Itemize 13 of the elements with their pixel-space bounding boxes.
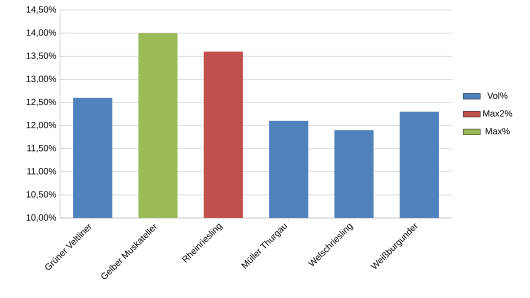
legend-label: Vol% <box>487 92 508 99</box>
y-tick-label: 13,50% <box>26 52 56 60</box>
y-tick-label: 12,00% <box>26 122 56 130</box>
y-tick-label: 13,00% <box>26 76 56 84</box>
y-tick-label: 14,50% <box>26 6 56 14</box>
y-tick-label: 11,50% <box>27 144 56 152</box>
legend-label: Max2% <box>483 110 512 117</box>
y-tick-label: 10,50% <box>26 191 56 199</box>
y-tick-label: 12,50% <box>26 98 56 106</box>
legend-label: Max% <box>486 128 510 134</box>
y-tick-label: 11,00% <box>27 168 56 176</box>
y-tick-label: 14,00% <box>26 29 56 37</box>
y-tick-label: 10,00% <box>26 214 56 222</box>
